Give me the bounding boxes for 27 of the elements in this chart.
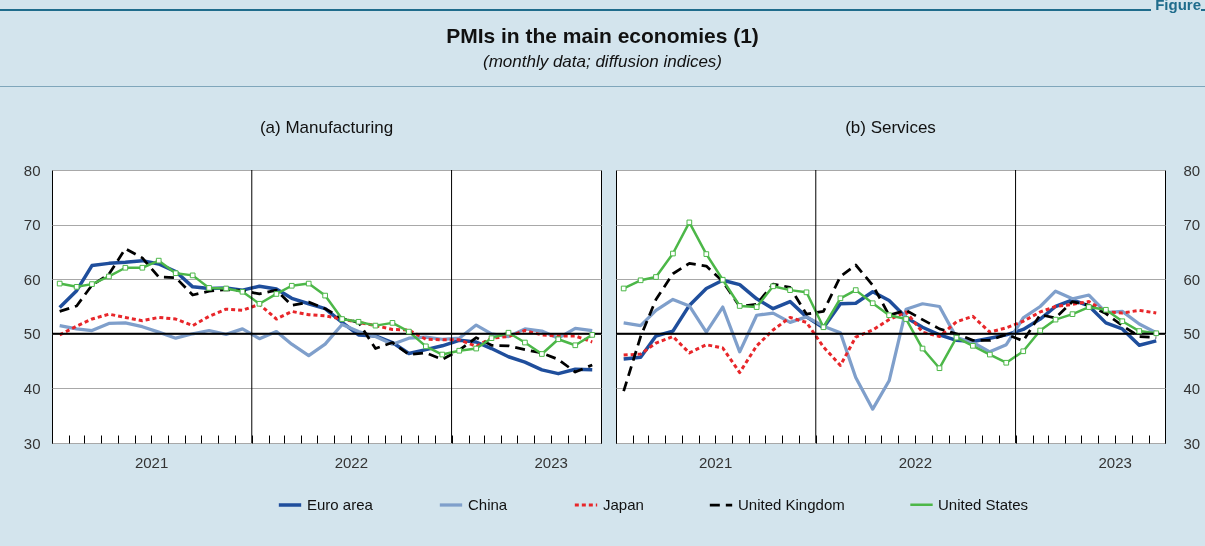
y-tick-label: 30 bbox=[23, 434, 41, 452]
y-tick-label: 30 bbox=[1183, 434, 1201, 452]
y-tick-label: 50 bbox=[23, 325, 41, 343]
legend-label: United States bbox=[938, 495, 1029, 513]
legend-label: Euro area bbox=[307, 496, 374, 513]
legend-label: China bbox=[468, 496, 508, 513]
chart-title: (a) Manufacturing bbox=[259, 118, 394, 137]
x-tick-label: 2021 bbox=[698, 453, 733, 471]
y-tick-label: 70 bbox=[23, 216, 41, 234]
y-tick-label: 70 bbox=[1183, 216, 1201, 234]
legend-label: United Kingdom bbox=[738, 496, 845, 513]
x-tick-label: 2021 bbox=[134, 453, 169, 471]
legend-label: Japan bbox=[603, 496, 644, 513]
y-tick-label: 60 bbox=[23, 270, 41, 288]
y-tick-label: 40 bbox=[1183, 379, 1201, 397]
y-tick-label: 60 bbox=[1183, 270, 1201, 288]
y-tick-label: 50 bbox=[1183, 325, 1201, 343]
text: (monthly data; diffusion indices) bbox=[481, 52, 724, 72]
x-tick-label: 2023 bbox=[534, 453, 568, 471]
chart-title: (b) Services bbox=[845, 118, 936, 137]
x-tick-label: 2023 bbox=[1098, 453, 1132, 471]
y-tick-label: 80 bbox=[23, 161, 41, 179]
text: PMIs in the main economies (1) bbox=[445, 24, 760, 48]
x-tick-label: 2022 bbox=[334, 453, 369, 471]
x-tick-label: 2022 bbox=[898, 453, 933, 471]
y-tick-label: 80 bbox=[1183, 161, 1201, 179]
y-tick-label: 40 bbox=[23, 379, 41, 397]
